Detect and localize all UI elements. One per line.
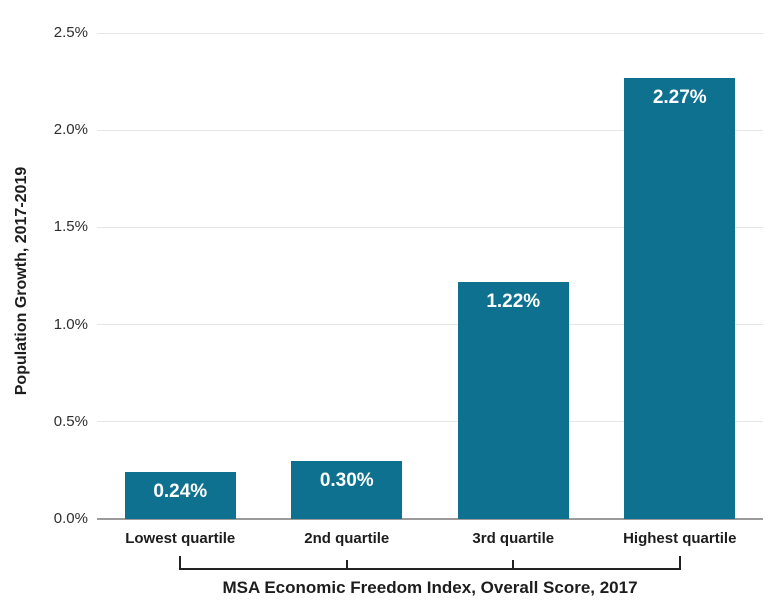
bracket-tick-lowest-quartile — [179, 556, 182, 570]
y-tick-label-1-5-: 1.5% — [53, 218, 88, 236]
x-axis-baseline — [97, 518, 763, 520]
y-tick-label-0-5-: 0.5% — [53, 412, 88, 430]
x-category-label-3rd-quartile: 3rd quartile — [472, 530, 555, 547]
x-category-label-2nd-quartile: 2nd quartile — [304, 530, 390, 547]
y-tick-label-2-5-: 2.5% — [53, 24, 88, 41]
bar-value-label-lowest-quartile: 0.24% — [153, 481, 208, 503]
bracket-tick-highest-quartile — [678, 556, 681, 570]
gridline-2-0- — [97, 129, 763, 131]
plot-area: 0.0% 0.5% 1.0% 1.5% 2.0% 2.5% 0.24% Lowest quar… — [54, 24, 763, 570]
gridline-1-5- — [97, 226, 763, 228]
gridline-0-5- — [97, 421, 763, 423]
gridline-2-5- — [97, 32, 763, 34]
bar-lowest-quartile: 0.24% — [124, 472, 236, 519]
y-axis-title: Population Growth, 2017-2019 — [13, 166, 30, 396]
bar-value-label-highest-quartile: 2.27% — [652, 86, 707, 108]
x-axis-title: MSA Economic Freedom Index, Overall Scor… — [222, 578, 638, 597]
bar-value-label-2nd-quartile: 0.30% — [319, 469, 374, 491]
x-category-label-highest-quartile: Highest quartile — [623, 530, 737, 547]
x-axis-bracket-line — [180, 568, 680, 570]
x-category-label-lowest-quartile: Lowest quartile — [125, 530, 236, 547]
y-tick-label-0-0-: 0.0% — [53, 510, 88, 527]
bracket-tick-3rd-quartile — [512, 560, 515, 570]
bar-highest-quartile: 2.27% — [624, 77, 736, 519]
gridline-1-0- — [97, 324, 763, 326]
y-tick-label-1-0-: 1.0% — [53, 315, 88, 333]
y-tick-label-2-0-: 2.0% — [53, 121, 88, 139]
bracket-tick-2nd-quartile — [345, 560, 348, 570]
bar-value-label-3rd-quartile: 1.22% — [486, 290, 541, 312]
bar-3rd-quartile: 1.22% — [457, 281, 569, 519]
bar-2nd-quartile: 0.30% — [291, 460, 403, 519]
